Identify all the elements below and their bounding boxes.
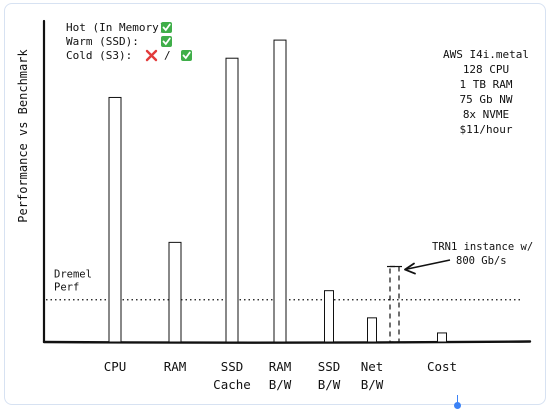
legend-2-1-check-icon (182, 51, 191, 60)
tick-label-cost-6: Cost (427, 359, 457, 374)
bar-ssd-bw (324, 290, 334, 343)
legend-0-0-check-icon (162, 23, 171, 32)
legend-label-1: Warm (SSD): (66, 35, 139, 48)
bar-cost (437, 332, 447, 343)
legend-2-0-cross-icon (145, 49, 158, 62)
trn1-arrow-head (404, 262, 416, 275)
legend-label-0: Hot (In Memory): (66, 21, 172, 34)
trn1-annotation-2: 800 Gb/s (456, 255, 507, 267)
spec-line-3: 75 Gb NW (460, 93, 513, 106)
tick-label-ram-1: RAM (164, 359, 187, 374)
tick-label-ssd-4: SSD (318, 359, 341, 374)
tick-label-cpu-0: CPU (104, 359, 127, 374)
tick-label-ram-3: RAM (269, 359, 292, 374)
tick-label-ssd-2-line2: Cache (213, 377, 251, 392)
spec-line-5: $11/hour (460, 123, 513, 136)
bar-cpu (108, 96, 122, 343)
trn1-arrow-shaft (404, 259, 451, 271)
spec-line-0: AWS I4i.metal (443, 48, 529, 61)
bar-net-bw (367, 317, 377, 343)
legend-separator-2: / (164, 49, 171, 62)
trn1-annotation: TRN1 instance w/ (432, 241, 533, 253)
legend-label-2: Cold (S3): (66, 49, 132, 62)
reference-line-label: Dremel (54, 269, 92, 281)
legend-1-0-check-icon (162, 37, 171, 46)
bar-ssd-cache (225, 57, 239, 343)
y-axis-label: Performance vs Benchmark (16, 49, 30, 223)
spec-line-2: 1 TB RAM (460, 78, 513, 91)
bar-ram-bw (273, 39, 287, 343)
bar-trn1-dashed (389, 265, 400, 343)
tick-label-net-5: Net (361, 359, 384, 374)
spec-line-1: 128 CPU (463, 63, 509, 76)
selection-handle-line (457, 395, 458, 403)
selection-handle[interactable] (454, 402, 461, 409)
bar-ram (168, 241, 182, 343)
tick-label-net-5-line2: B/W (361, 377, 384, 392)
reference-line-label-2: Perf (54, 282, 79, 294)
tick-label-ram-3-line2: B/W (269, 377, 292, 392)
spec-line-4: 8x NVME (463, 108, 509, 121)
tick-label-ssd-4-line2: B/W (318, 377, 341, 392)
tick-label-ssd-2: SSD (221, 359, 244, 374)
